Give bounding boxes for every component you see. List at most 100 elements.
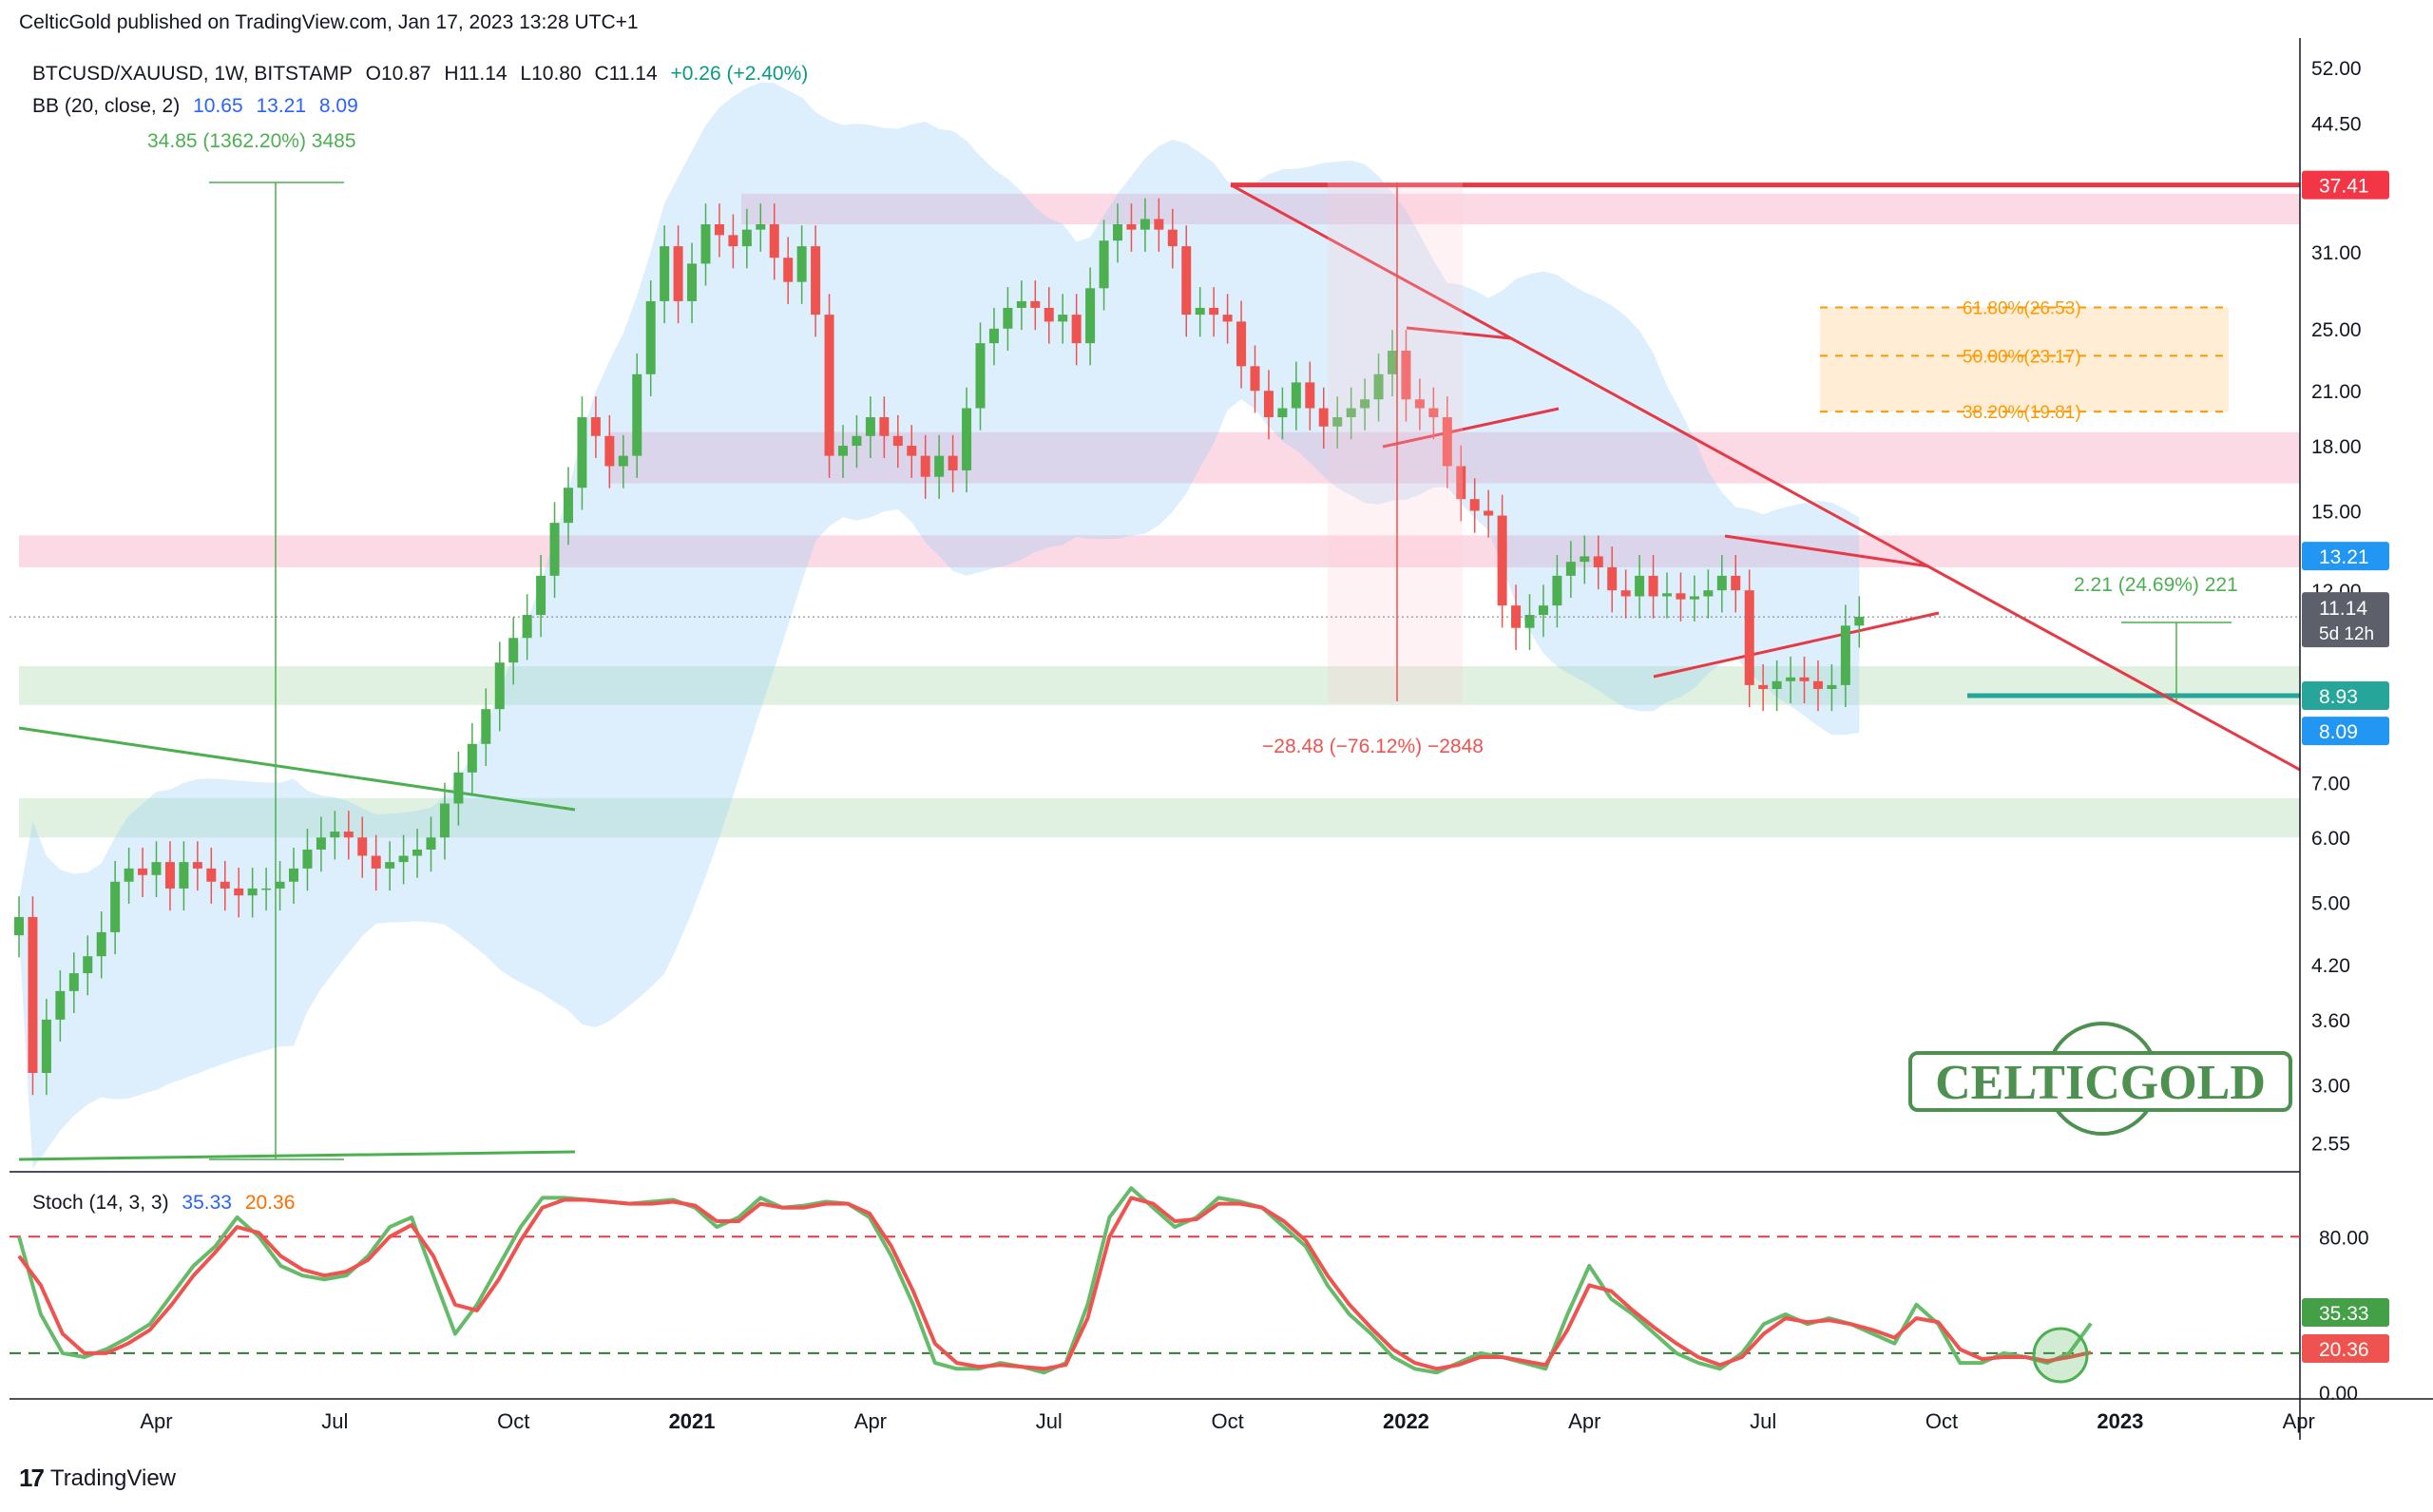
candle-body bbox=[467, 743, 477, 773]
candle-body bbox=[1167, 229, 1178, 247]
last-price-text: 11.14 bbox=[2319, 598, 2367, 620]
candle-body bbox=[55, 990, 66, 1020]
bb-label[interactable]: BB (20, close, 2) bbox=[32, 95, 181, 117]
candle-body bbox=[1332, 417, 1343, 427]
candle-body bbox=[988, 328, 999, 344]
candle-body bbox=[1113, 224, 1122, 241]
candle-body bbox=[1071, 315, 1082, 344]
tradingview-brand: TradingView bbox=[49, 1464, 176, 1491]
candle-body bbox=[1360, 399, 1370, 409]
measure-up-label: 34.85 (1362.20%) 3485 bbox=[147, 130, 356, 152]
candle-body bbox=[660, 246, 670, 301]
candle-body bbox=[632, 373, 642, 456]
fib-level-label: 38.20%(19.81) bbox=[1963, 403, 2081, 423]
legend-close: C11.14 bbox=[594, 63, 658, 85]
candle-body bbox=[687, 263, 698, 301]
legend-high: H11.14 bbox=[444, 63, 508, 85]
candle-body bbox=[741, 229, 752, 247]
triangle2-upper-line bbox=[1724, 534, 1930, 568]
time-tick-label: Apr bbox=[2283, 1409, 2315, 1433]
bb-legend: BB (20, close, 2) 10.65 13.21 8.09 bbox=[32, 95, 366, 118]
candle-body bbox=[1195, 307, 1205, 316]
stoch-label[interactable]: Stoch (14, 3, 3) bbox=[32, 1192, 169, 1214]
price-tick-label: 18.00 bbox=[2311, 436, 2362, 458]
candle-body bbox=[151, 862, 162, 875]
candle-body bbox=[920, 455, 930, 477]
legend-symbol[interactable]: BTCUSD/XAUUSD, 1W, BITSTAMP bbox=[32, 63, 353, 85]
candle-body bbox=[1222, 315, 1233, 322]
candle-body bbox=[783, 258, 794, 282]
candle-body bbox=[1635, 575, 1645, 597]
candle-body bbox=[700, 224, 711, 264]
price-tick-label: 31.00 bbox=[2311, 242, 2362, 264]
tradingview-logo-icon: 17 bbox=[19, 1464, 45, 1492]
candle-body bbox=[1565, 562, 1576, 576]
candle-body bbox=[1484, 510, 1494, 516]
candle-body bbox=[426, 837, 436, 850]
bb-upper-badge-text: 13.21 bbox=[2319, 546, 2369, 568]
long-green-upper-line bbox=[18, 726, 576, 812]
candle-body bbox=[1154, 219, 1164, 230]
time-tick-label: 2023 bbox=[2097, 1409, 2143, 1433]
bb-upper-badge bbox=[2302, 542, 2389, 571]
candle-body bbox=[1414, 399, 1425, 409]
candle-body bbox=[439, 803, 450, 838]
last-price-badge bbox=[2302, 592, 2389, 648]
tradingview-footer[interactable]: 17 TradingView bbox=[19, 1464, 176, 1493]
candle-body bbox=[1538, 605, 1548, 616]
stoch-k-line bbox=[17, 1186, 2093, 1375]
candle-body bbox=[811, 246, 821, 316]
candle-body bbox=[1003, 307, 1013, 329]
candle-body bbox=[1772, 680, 1782, 689]
candle-body bbox=[1607, 566, 1618, 591]
candle-body bbox=[756, 224, 766, 230]
candle-body bbox=[549, 523, 560, 576]
candle-body bbox=[1689, 596, 1699, 600]
time-tick-label: Oct bbox=[1925, 1409, 1958, 1433]
candle-body bbox=[1085, 288, 1096, 344]
candle-body bbox=[1318, 408, 1329, 427]
stoch-d-badge-text: 20.36 bbox=[2319, 1339, 2369, 1361]
candle-body bbox=[1731, 575, 1741, 591]
price-tick-label: 6.00 bbox=[2311, 828, 2350, 850]
candle-body bbox=[1676, 593, 1686, 600]
countdown-text: 5d 12h bbox=[2319, 624, 2374, 644]
publisher-header: CelticGold published on TradingView.com,… bbox=[19, 11, 639, 33]
candle-body bbox=[934, 455, 945, 477]
price-tick-label: 52.00 bbox=[2311, 58, 2362, 80]
triangle-lower-line bbox=[1382, 407, 1560, 449]
candle-body bbox=[975, 343, 986, 409]
candle-body bbox=[1373, 373, 1384, 400]
price-tick-label: 5.00 bbox=[2311, 893, 2350, 915]
candle-body bbox=[1648, 575, 1658, 597]
candle-body bbox=[192, 862, 202, 869]
candle-body bbox=[357, 837, 368, 856]
candle-body bbox=[1250, 366, 1260, 392]
candle-body bbox=[247, 888, 258, 896]
time-tick-label: Jul bbox=[1750, 1409, 1776, 1433]
downtrend-line bbox=[1230, 183, 2301, 772]
fib-level-label: 50.00%(23.17) bbox=[1963, 347, 2081, 367]
candle-body bbox=[892, 435, 903, 447]
candle-body bbox=[1126, 224, 1137, 230]
candle-body bbox=[1840, 625, 1850, 685]
candle-body bbox=[796, 246, 807, 282]
candle-body bbox=[1854, 617, 1865, 626]
candle-body bbox=[1140, 219, 1150, 230]
candle-body bbox=[261, 888, 272, 890]
candle-body bbox=[220, 881, 230, 889]
stoch-d-badge bbox=[2302, 1334, 2389, 1363]
support-badge bbox=[2302, 681, 2389, 711]
candle-body bbox=[1469, 499, 1480, 511]
candle-body bbox=[824, 315, 834, 456]
time-tick-label: Apr bbox=[854, 1409, 887, 1433]
bb-lower-value: 8.09 bbox=[318, 95, 358, 117]
support-zone-2 bbox=[19, 797, 2300, 838]
resistance-zone-2 bbox=[608, 431, 2300, 484]
candle-body bbox=[343, 832, 354, 838]
triangle-upper-line bbox=[1406, 326, 1512, 340]
stoch-tick-label: 0.00 bbox=[2319, 1383, 2358, 1405]
candle-body bbox=[1812, 680, 1823, 689]
